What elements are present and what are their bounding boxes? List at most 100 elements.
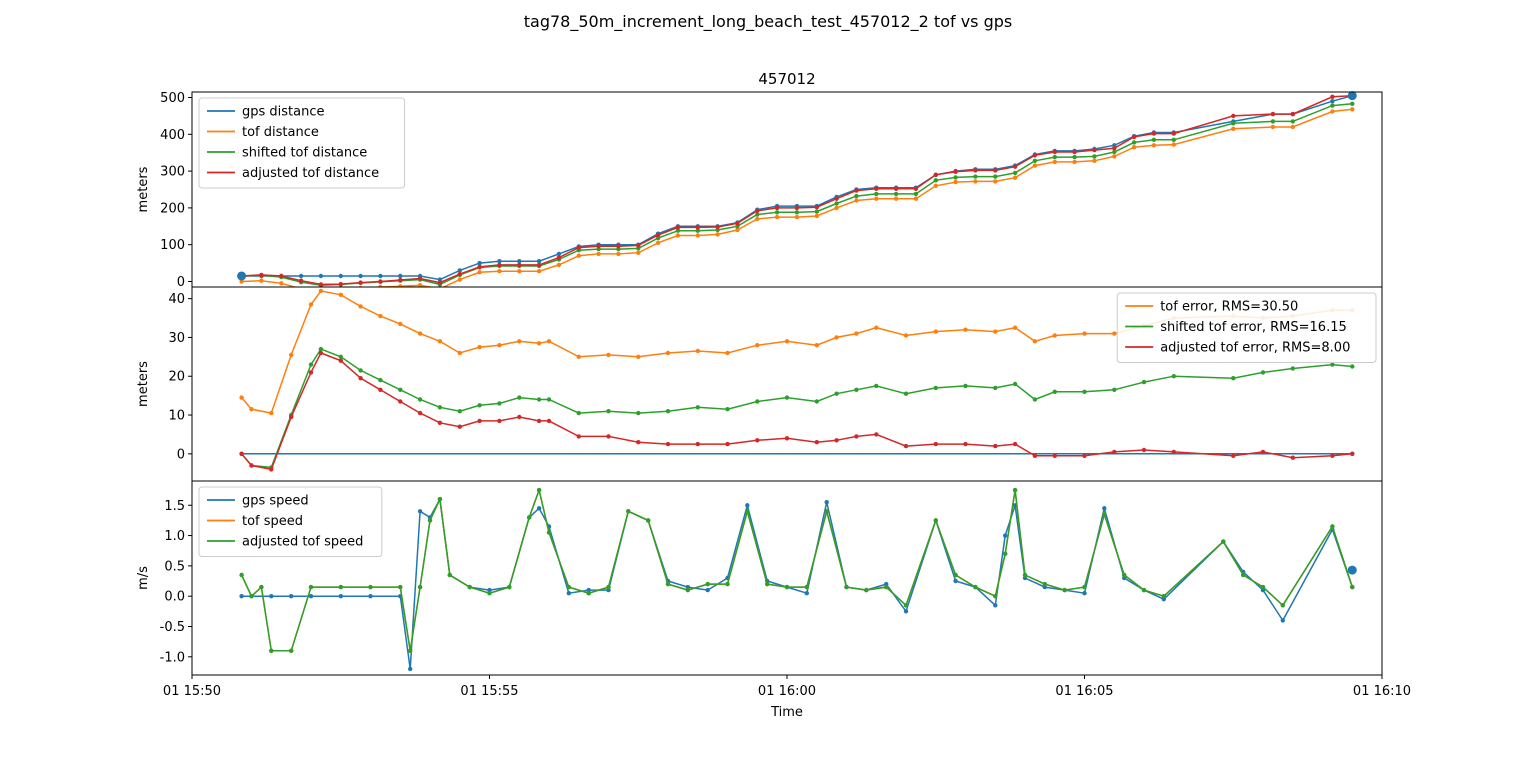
data-point [546,339,552,344]
data-point [239,395,244,400]
data-point [249,463,254,468]
data-point [893,186,899,191]
data-point [1221,539,1226,544]
data-point [1231,126,1236,131]
data-point [814,343,819,348]
data-point [1032,453,1038,458]
data-point [1260,584,1266,590]
data-point [1082,584,1087,590]
data-point [338,584,343,590]
data-point [536,506,542,511]
data-point [378,313,383,319]
data-point [893,191,899,197]
data-point [636,410,641,416]
data-point [596,251,601,257]
data-point [298,278,304,283]
data-point [1032,153,1038,158]
data-point [487,591,492,596]
data-point [784,436,790,441]
data-point [457,424,462,429]
data-point [497,343,502,348]
data-point [933,385,938,391]
data-point [715,224,720,230]
data-point [1151,131,1157,136]
y-tick-label: 0 [177,447,185,462]
data-point [993,174,998,179]
data-point [546,530,552,535]
data-point [834,335,839,340]
data-point [1290,124,1296,130]
data-point [913,186,919,191]
data-point [834,205,839,211]
data-point [1052,154,1058,160]
data-point [339,287,343,291]
legend-entry: adjusted tof distance [242,166,379,181]
data-point [536,262,542,268]
data-point [566,584,571,590]
data-point [1161,594,1167,599]
y-tick-label: 30 [168,331,185,346]
data-point [1290,119,1296,124]
data-point [1141,379,1147,385]
data-point [606,409,611,414]
data-point [556,255,562,260]
legend-entry: shifted tof error, RMS=16.15 [1160,320,1347,335]
data-point [408,648,413,653]
data-point [1012,487,1018,493]
data-point [398,273,403,279]
data-point [953,175,958,180]
data-point [507,584,512,590]
data-point [1042,581,1048,587]
data-point [675,225,681,230]
series-line [241,94,1353,286]
data-point [398,387,403,392]
data-point [1171,374,1177,379]
data-point [269,467,274,472]
data-point [973,179,978,184]
data-point [1112,449,1117,455]
data-point [1141,587,1147,593]
data-point [913,191,919,197]
data-point [1032,158,1038,163]
data-point [1151,137,1157,142]
data-point [725,581,730,587]
data-point [755,438,760,443]
data-point [933,441,938,447]
data-point [973,174,978,179]
series-adjusted-tof-speed [239,487,1355,653]
data-point [556,251,562,257]
data-point [576,253,581,258]
data-point [417,283,423,287]
legend-box [1116,292,1377,363]
data-point [437,339,443,344]
data-point [556,262,562,268]
data-point [517,339,522,344]
data-point [289,352,294,358]
series-line [241,348,1353,469]
data-point [546,418,552,424]
data-point [1112,154,1117,159]
y-tick-label: 500 [160,91,185,106]
data-point [735,227,740,233]
data-point [457,409,462,414]
data-point [1290,366,1296,371]
x-tick-label: 01 16:05 [1055,684,1113,699]
data-point [437,405,443,410]
data-point [1141,447,1147,453]
data-point [824,509,829,514]
data-point [457,350,462,356]
data-point [616,251,621,257]
data-point [1330,524,1335,529]
x-tick-label: 01 16:00 [758,684,816,699]
data-point [289,594,294,599]
data-point [755,216,760,222]
data-point [517,269,522,274]
data-point [755,208,760,213]
series-tof-error [239,288,1355,416]
data-point [1072,149,1077,155]
data-point [318,282,324,287]
data-point [933,172,938,177]
data-point [1171,449,1177,455]
data-point [497,262,502,268]
data-point [398,321,403,327]
